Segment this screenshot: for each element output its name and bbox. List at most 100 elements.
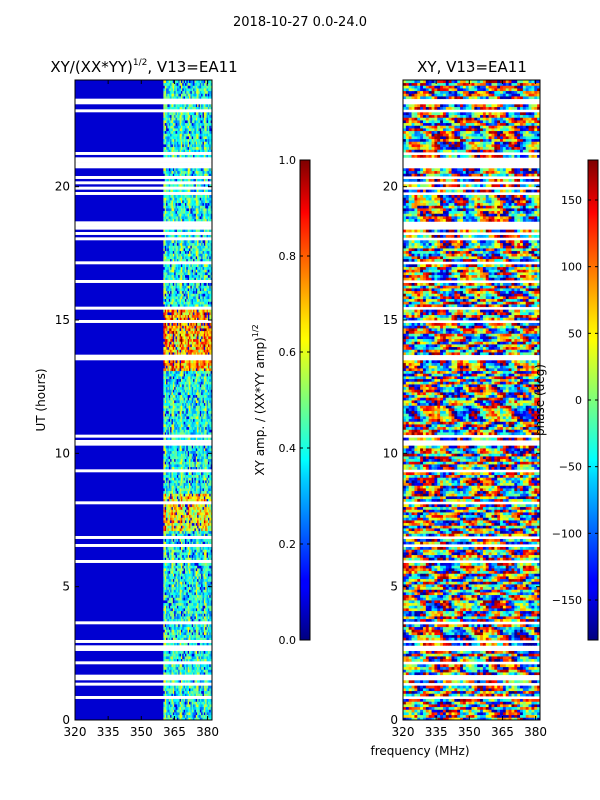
- amp-cell: [199, 328, 202, 332]
- amp-cell: [167, 325, 170, 329]
- amp-cell: [164, 541, 167, 545]
- amp-cell: [191, 376, 194, 380]
- amp-cell: [202, 709, 205, 713]
- amp-cell: [195, 432, 198, 436]
- amp-cell: [199, 448, 202, 452]
- amp-cell: [205, 602, 207, 606]
- amp-cell: [186, 384, 189, 388]
- amp-cell: [174, 546, 176, 550]
- amp-cell: [190, 528, 193, 532]
- amp-cell: [179, 338, 182, 342]
- amp-cell: [210, 365, 212, 369]
- amp-cell: [170, 304, 172, 308]
- amp-cell: [187, 456, 190, 460]
- amp-cell: [194, 333, 197, 337]
- amp-cell: [176, 448, 179, 452]
- amp-cell: [176, 485, 179, 489]
- amp-cell: [186, 509, 189, 513]
- amp-cell: [195, 416, 198, 420]
- amp-cell: [171, 658, 174, 662]
- amp-cell: [167, 437, 170, 441]
- amp-cell: [195, 352, 198, 356]
- amp-cell: [174, 610, 176, 614]
- amp-cell: [168, 546, 171, 550]
- amp-cell: [198, 690, 201, 694]
- amp-cell: [180, 298, 183, 302]
- amp-cell: [183, 293, 186, 297]
- amp-cell: [197, 325, 199, 329]
- amp-cell: [210, 338, 212, 342]
- amp-cell: [166, 490, 168, 494]
- amp-cell: [202, 581, 205, 585]
- amp-cell: [209, 616, 212, 620]
- amp-cell: [170, 458, 172, 462]
- amp-cell: [164, 525, 167, 529]
- amp-cell: [199, 698, 202, 702]
- amp-cell: [179, 666, 182, 670]
- amp-cell: [189, 426, 191, 430]
- amp-cell: [174, 346, 176, 350]
- amp-cell: [205, 613, 207, 617]
- amp-cell: [176, 493, 179, 497]
- amp-cell: [194, 480, 197, 484]
- amp-cell: [180, 317, 183, 321]
- amp-cell: [190, 669, 193, 673]
- amp-cell: [168, 330, 171, 334]
- amp-cell: [209, 632, 212, 636]
- amp-cell: [180, 714, 183, 718]
- amp-cell: [182, 506, 185, 510]
- amp-cell: [202, 565, 205, 569]
- amp-cell: [168, 362, 171, 366]
- amp-cell: [202, 712, 205, 716]
- amp-cell: [210, 482, 212, 486]
- amp-cell: [168, 458, 171, 462]
- amp-cell: [209, 402, 212, 406]
- amp-cell: [191, 624, 194, 628]
- amp-cell: [193, 304, 195, 308]
- amp-cell: [172, 597, 175, 601]
- amp-cell: [170, 312, 172, 316]
- amp-cell: [163, 658, 166, 662]
- amp-cell: [193, 378, 195, 382]
- amp-cell: [163, 608, 166, 612]
- amp-cell: [180, 365, 183, 369]
- amp-cell: [168, 589, 171, 593]
- amp-cell: [163, 493, 166, 497]
- amp-cell: [179, 485, 182, 489]
- amp-cell: [164, 394, 167, 398]
- amp-cell: [167, 509, 170, 513]
- amp-cell: [194, 704, 197, 708]
- amp-cell: [170, 712, 172, 716]
- amp-cell: [178, 322, 180, 326]
- amp-cell: [197, 624, 199, 628]
- amp-cell: [183, 512, 186, 516]
- amp-cell: [175, 432, 178, 436]
- amp-cell: [166, 296, 168, 300]
- amp-cell: [170, 482, 172, 486]
- amp-cell: [203, 341, 206, 345]
- amp-cell: [171, 413, 174, 417]
- amp-cell: [190, 336, 193, 340]
- amp-cell: [207, 474, 210, 478]
- amp-cell: [189, 336, 191, 340]
- amp-cell: [203, 506, 206, 510]
- amp-cell: [182, 709, 185, 713]
- amp-cell: [178, 584, 180, 588]
- amp-cell: [163, 485, 166, 489]
- amp-cell: [203, 368, 206, 372]
- amp-cell: [201, 546, 203, 550]
- amp-cell: [194, 709, 197, 713]
- amp-cell: [168, 389, 171, 393]
- amp-cell: [170, 666, 172, 670]
- amp-cell: [167, 578, 170, 582]
- amp-cell: [201, 298, 203, 302]
- amp-cell: [182, 698, 185, 702]
- amp-cell: [171, 680, 174, 684]
- amp-cell: [187, 349, 190, 353]
- amp-cell: [166, 336, 168, 340]
- amp-cell: [206, 509, 209, 513]
- amp-cell: [191, 597, 194, 601]
- amp-cell: [186, 400, 189, 404]
- amp-cell: [178, 602, 180, 606]
- amp-cell: [174, 533, 176, 537]
